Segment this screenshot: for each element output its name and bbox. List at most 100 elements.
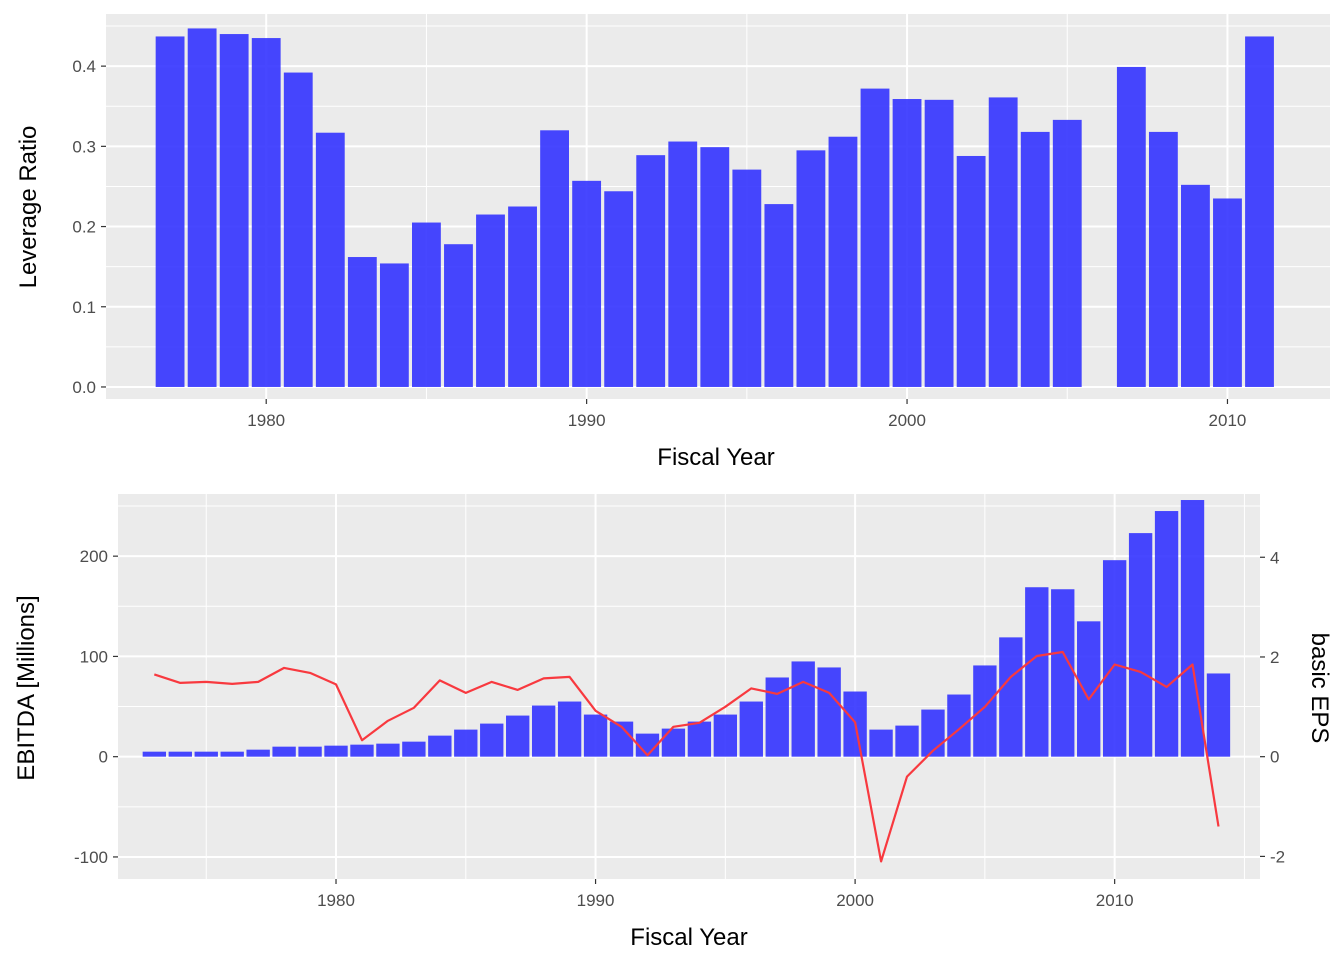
- ebitda-y-axis: -100 0 100 200: [74, 547, 118, 867]
- ebitda-bar: [557, 701, 582, 757]
- ebitda-bar: [272, 746, 296, 757]
- leverage-bar: [251, 38, 281, 387]
- ebitda-bar: [1077, 621, 1101, 757]
- leverage-x-axis-title: Fiscal Year: [657, 444, 774, 471]
- leverage-y-tick-label: 0.1: [72, 298, 96, 317]
- ebitda-x-axis: 1980 1990 2000 2010: [317, 879, 1134, 910]
- eps-line-layer: [153, 650, 1220, 863]
- ebitda-bar: [350, 744, 374, 757]
- leverage-y-tick-label: 0.0: [72, 378, 96, 397]
- ebitda-y-tick-label: -100: [74, 848, 108, 867]
- ebitda-bar: [142, 751, 167, 757]
- leverage-bar: [604, 191, 634, 387]
- ebitda-bar: [531, 705, 556, 757]
- leverage-chart: 1980 1990 2000 2010 0.0 0.1 0.2 0.3 0.4 Fiscal …: [15, 14, 1330, 471]
- leverage-y-axis: 0.0 0.1 0.2 0.3 0.4: [72, 57, 106, 397]
- leverage-bar: [796, 150, 826, 387]
- leverage-bar: [1052, 119, 1082, 387]
- ebitda-bar: [895, 725, 919, 757]
- ebitda-bar: [947, 694, 971, 757]
- ebitda-y-tick-label: 100: [80, 647, 108, 666]
- leverage-bar: [988, 97, 1018, 387]
- leverage-y-tick-label: 0.3: [72, 137, 96, 156]
- ebitda-bar: [1128, 533, 1153, 757]
- leverage-x-tick-label: 1980: [247, 411, 285, 430]
- ebitda-bar: [168, 751, 192, 757]
- ebitda-y-tick-label: 0: [99, 748, 108, 767]
- ebitda-bar: [428, 735, 452, 757]
- eps-y-tick-label: 4: [1270, 548, 1279, 567]
- leverage-bar: [668, 141, 698, 387]
- leverage-x-tick-label: 2000: [888, 411, 926, 430]
- ebitda-bar: [1102, 560, 1127, 757]
- leverage-bar: [860, 88, 890, 387]
- leverage-bar: [956, 155, 986, 387]
- ebitda-bar: [791, 661, 815, 757]
- ebitda-bar: [635, 733, 660, 757]
- ebitda-bar: [973, 665, 997, 757]
- eps-y-tick-label: 2: [1270, 648, 1279, 667]
- leverage-bar: [476, 214, 505, 387]
- ebitda-bar: [661, 728, 686, 757]
- leverage-x-tick-label: 1990: [568, 411, 606, 430]
- eps-y-axis: -2 0 2 4: [1260, 548, 1285, 866]
- eps-line: [153, 650, 1220, 863]
- leverage-bar: [187, 28, 217, 387]
- leverage-bar: [1181, 184, 1210, 387]
- leverage-bar: [1213, 198, 1242, 387]
- leverage-bar: [1148, 131, 1178, 387]
- ebitda-bar: [298, 746, 322, 757]
- ebitda-bars: [142, 500, 1231, 757]
- leverage-bar: [283, 72, 313, 387]
- ebitda-bar: [480, 723, 504, 757]
- ebitda-bar: [402, 741, 426, 757]
- ebitda-bar: [1206, 673, 1231, 757]
- ebitda-bar: [454, 729, 478, 757]
- leverage-bar: [892, 99, 922, 387]
- ebitda-bar: [1180, 500, 1205, 757]
- ebitda-bar: [869, 729, 893, 757]
- leverage-bar: [219, 34, 249, 387]
- ebitda-bar: [765, 677, 789, 757]
- ebitda-bar: [324, 745, 348, 757]
- leverage-bar: [1116, 66, 1146, 387]
- leverage-bar: [412, 222, 441, 387]
- ebitda-bar: [1051, 589, 1075, 757]
- leverage-bar: [508, 206, 537, 387]
- ebitda-bar: [1025, 587, 1049, 757]
- leverage-bar: [379, 263, 409, 387]
- leverage-bar: [572, 180, 602, 387]
- eps-y-axis-title: basic EPS: [1306, 633, 1333, 744]
- leverage-y-axis-title: Leverage Ratio: [15, 126, 42, 289]
- leverage-y-tick-label: 0.2: [72, 218, 96, 237]
- ebitda-y-axis-title: EBITDA [Millions]: [13, 595, 40, 780]
- eps-y-tick-label: 0: [1270, 748, 1279, 767]
- leverage-x-axis: 1980 1990 2000 2010: [247, 399, 1246, 430]
- leverage-bar: [764, 204, 794, 387]
- leverage-bar: [636, 155, 666, 387]
- ebitda-y-tick-label: 200: [80, 547, 108, 566]
- ebitda-x-axis-title: Fiscal Year: [630, 924, 747, 951]
- leverage-x-tick-label: 2010: [1209, 411, 1247, 430]
- ebitda-eps-chart: 1980 1990 2000 2010 -100 0 100 200 -2 0 2 4 Fisca…: [13, 494, 1333, 951]
- ebitda-x-tick-label: 2010: [1096, 891, 1134, 910]
- ebitda-bar: [194, 751, 218, 757]
- ebitda-bar: [609, 721, 634, 757]
- ebitda-x-tick-label: 1980: [317, 891, 355, 910]
- leverage-bar: [924, 99, 954, 387]
- ebitda-bar: [1154, 511, 1179, 757]
- eps-y-tick-label: -2: [1270, 847, 1285, 866]
- ebitda-bar: [506, 715, 530, 757]
- leverage-bar: [155, 36, 185, 387]
- leverage-bar: [1245, 36, 1274, 387]
- leverage-bar: [1020, 131, 1050, 387]
- ebitda-bar: [817, 667, 841, 757]
- ebitda-bar: [246, 749, 270, 757]
- leverage-bar: [700, 147, 730, 387]
- ebitda-x-tick-label: 1990: [577, 891, 615, 910]
- leverage-y-tick-label: 0.4: [72, 57, 96, 76]
- ebitda-x-tick-label: 2000: [836, 891, 874, 910]
- leverage-bar: [347, 257, 377, 387]
- ebitda-bar: [739, 701, 763, 757]
